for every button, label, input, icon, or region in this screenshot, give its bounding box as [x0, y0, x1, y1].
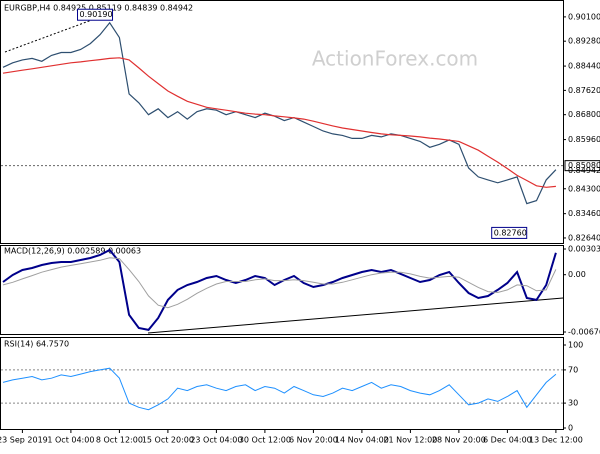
watermark: ActionForex.com: [312, 47, 478, 71]
x-tick-label: 1 Oct 04:00: [47, 436, 94, 445]
macd-panel: [0, 245, 564, 335]
y-tick-label: 0.89280: [568, 37, 600, 46]
annotation-label: 0.82760: [494, 228, 527, 237]
y-tick-label: 0.00: [568, 270, 586, 279]
price-panel: [0, 0, 564, 244]
series-line: [2, 21, 557, 205]
y-tick-label: 0.90100: [568, 12, 600, 21]
price-box: [564, 160, 600, 172]
x-tick-label: 6 Dec 04:00: [483, 436, 532, 445]
rsi-title: RSI(14) 64.7570: [4, 340, 69, 349]
series-line: [2, 367, 557, 411]
x-tick-label: 14 Nov 04:00: [335, 436, 389, 445]
trend-line: [147, 297, 564, 334]
y-tick-label: 0.84300: [568, 184, 600, 193]
y-tick-label: 0.87620: [568, 86, 600, 95]
chart-title: EURGBP,H4 0.84925 0.85119 0.84839 0.8494…: [4, 4, 193, 13]
y-tick-label: 30: [568, 399, 578, 408]
rsi-panel: [0, 337, 564, 430]
y-tick-label: 70: [568, 365, 578, 374]
y-tick-label: 0.85960: [568, 135, 600, 144]
x-tick-label: 23 Oct 04:00: [190, 436, 242, 445]
macd-title: MACD(12,26,9) 0.002589 0.00063: [4, 247, 141, 256]
price-label: 0.85080: [568, 161, 600, 170]
annotation-box: [77, 8, 114, 21]
y-tick-label: 0.86800: [568, 110, 600, 119]
y-tick-label: 0.88440: [568, 62, 600, 71]
annotation-box: [491, 226, 528, 239]
trend-line: [4, 16, 101, 53]
x-tick-label: 30 Oct 12:00: [239, 436, 291, 445]
x-tick-label: 8 Oct 12:00: [96, 436, 143, 445]
y-tick-label: 100: [568, 341, 583, 350]
series-line: [2, 57, 556, 188]
x-tick-label: 13 Dec 12:00: [529, 436, 583, 445]
series-line: [2, 248, 557, 331]
y-tick-label: -0.006765: [568, 328, 600, 337]
y-tick-label: 0: [568, 424, 573, 433]
annotation-label: 0.90190: [80, 10, 113, 19]
price-label: 0.84942: [568, 166, 600, 175]
x-tick-label: 23 Sep 2019: [0, 436, 48, 445]
x-tick-label: 28 Nov 20:00: [432, 436, 486, 445]
x-tick-label: 6 Nov 20:00: [289, 436, 338, 445]
y-tick-label: 0.83460: [568, 209, 600, 218]
y-tick-label: 0.82640: [568, 233, 600, 242]
x-tick-label: 15 Oct 20:00: [142, 436, 194, 445]
x-tick-label: 21 Nov 12:00: [383, 436, 437, 445]
y-tick-label: 0.003035: [568, 245, 600, 254]
series-line: [2, 257, 557, 309]
